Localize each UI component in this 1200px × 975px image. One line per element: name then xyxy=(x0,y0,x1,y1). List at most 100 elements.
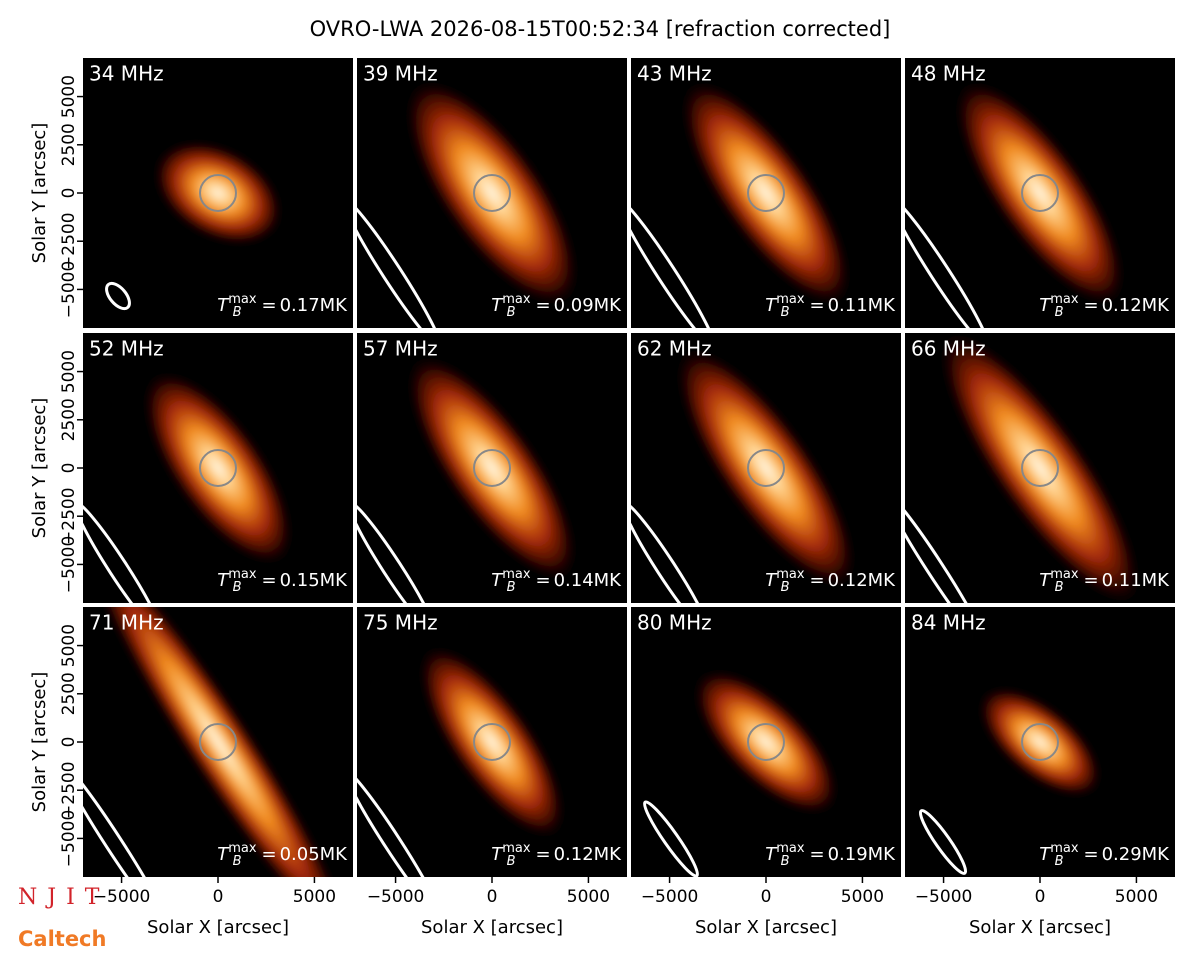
emission xyxy=(404,78,580,308)
symbol-sub: B xyxy=(1055,580,1064,595)
symbol-base: T xyxy=(491,295,504,316)
panel: 34 MHz Tmax B = 0.17MK −5000−2500 0 2500 5000 Sol… xyxy=(29,58,353,328)
equals: = xyxy=(809,844,824,865)
symbol-sub: B xyxy=(781,854,790,869)
y-tick-label: −2500 xyxy=(59,487,79,545)
panel: 48 MHz Tmax B = 0.12MK xyxy=(905,58,1175,328)
beam xyxy=(357,500,437,603)
panel-title: 71 MHz xyxy=(89,611,164,635)
equals: = xyxy=(261,570,276,591)
tb-max-value: 0.17MK xyxy=(280,295,349,316)
panel-content xyxy=(357,354,578,603)
tb-max-value: 0.19MK xyxy=(828,844,897,865)
x-tick-label: 5000 xyxy=(293,887,336,907)
tb-max-value: 0.11MK xyxy=(1102,570,1171,591)
tb-max-annotation: Tmax B = 0.11MK xyxy=(1039,567,1170,595)
y-tick-label: −2500 xyxy=(59,212,79,270)
equals: = xyxy=(809,570,824,591)
symbol-sup: max xyxy=(502,292,531,307)
emission xyxy=(142,370,294,566)
panel-content xyxy=(918,686,1102,875)
tb-max-value: 0.11MK xyxy=(828,295,897,316)
symbol-sup: max xyxy=(228,567,257,582)
panel-title: 66 MHz xyxy=(911,337,986,361)
logos: NJIT Caltech xyxy=(18,885,109,951)
solar-disk xyxy=(473,723,511,761)
symbol-base: T xyxy=(765,295,778,316)
symbol-base: T xyxy=(765,570,778,591)
symbol-sup: max xyxy=(502,841,531,856)
y-tick-label: 2500 xyxy=(59,123,79,166)
panel-title: 39 MHz xyxy=(363,62,438,86)
panel: 43 MHz Tmax B = 0.11MK xyxy=(631,58,901,328)
emission xyxy=(693,669,839,815)
njit-logo: NJIT xyxy=(18,885,109,910)
symbol-base: T xyxy=(1039,570,1052,591)
x-tick-label: 0 xyxy=(487,887,498,907)
panel: 57 MHz Tmax B = 0.14MK xyxy=(357,333,627,603)
equals: = xyxy=(809,295,824,316)
symbol-sup: max xyxy=(1050,841,1079,856)
panel-title: 43 MHz xyxy=(637,62,712,86)
y-tick-label: 0 xyxy=(59,188,79,199)
beam xyxy=(83,500,163,603)
x-axis-label: Solar X [arcsec] xyxy=(969,917,1111,938)
emission xyxy=(978,686,1102,798)
y-tick-label: −5000 xyxy=(59,536,79,594)
equals: = xyxy=(535,295,550,316)
symbol-base: T xyxy=(217,844,230,865)
symbol-sub: B xyxy=(781,580,790,595)
panel: 52 MHz Tmax B = 0.15MK −5000−2500 0 2500 5000 Sol… xyxy=(29,333,353,603)
x-axis-label: Solar X [arcsec] xyxy=(421,917,563,938)
tb-max-annotation: Tmax B = 0.11MK xyxy=(765,292,896,320)
tb-max-annotation: Tmax B = 0.29MK xyxy=(1039,841,1170,869)
figure-title: OVRO-LWA 2026-08-15T00:52:34 [refraction… xyxy=(310,17,891,41)
tb-max-value: 0.12MK xyxy=(1102,295,1171,316)
beam xyxy=(357,197,443,328)
beam xyxy=(905,492,985,603)
symbol-sub: B xyxy=(1055,305,1064,320)
symbol-sub: B xyxy=(507,580,516,595)
solar-disk xyxy=(1021,723,1059,761)
tb-max-annotation: Tmax B = 0.12MK xyxy=(1039,292,1170,320)
y-tick-label: −5000 xyxy=(59,261,79,319)
solar-disk xyxy=(747,723,785,761)
tb-max-annotation: Tmax B = 0.12MK xyxy=(765,567,896,595)
symbol-sub: B xyxy=(233,854,242,869)
emission xyxy=(84,607,352,877)
x-tick-label: −5000 xyxy=(367,887,425,907)
beam xyxy=(643,800,699,877)
panel: 39 MHz Tmax B = 0.09MK xyxy=(357,58,627,328)
x-axis-label: Solar X [arcsec] xyxy=(147,917,289,938)
symbol-sup: max xyxy=(776,841,805,856)
y-tick-label: 0 xyxy=(59,463,79,474)
tb-max-annotation: Tmax B = 0.19MK xyxy=(765,841,896,869)
tb-max-annotation: Tmax B = 0.12MK xyxy=(491,841,622,869)
x-tick-label: 0 xyxy=(761,887,772,907)
tb-max-value: 0.15MK xyxy=(280,570,349,591)
tb-max-annotation: Tmax B = 0.14MK xyxy=(491,567,622,595)
y-tick-label: 2500 xyxy=(59,398,79,441)
y-axis-label: Solar Y [arcsec] xyxy=(29,123,50,264)
solar-disk xyxy=(1021,449,1059,487)
panel-title: 52 MHz xyxy=(89,337,164,361)
symbol-sup: max xyxy=(776,292,805,307)
symbol-base: T xyxy=(491,844,504,865)
solar-disk xyxy=(473,449,511,487)
x-axis-label: Solar X [arcsec] xyxy=(695,917,837,938)
tb-max-value: 0.29MK xyxy=(1102,844,1171,865)
emission xyxy=(954,79,1126,307)
panel-title: 57 MHz xyxy=(363,337,438,361)
symbol-base: T xyxy=(491,570,504,591)
panel-title: 48 MHz xyxy=(911,62,986,86)
y-tick-label: 5000 xyxy=(59,75,79,118)
tb-max-value: 0.12MK xyxy=(554,844,623,865)
solar-disk xyxy=(199,723,237,761)
symbol-sub: B xyxy=(507,305,516,320)
beam xyxy=(105,281,131,311)
solar-disk xyxy=(1021,174,1059,212)
y-axis-label: Solar Y [arcsec] xyxy=(29,672,50,813)
